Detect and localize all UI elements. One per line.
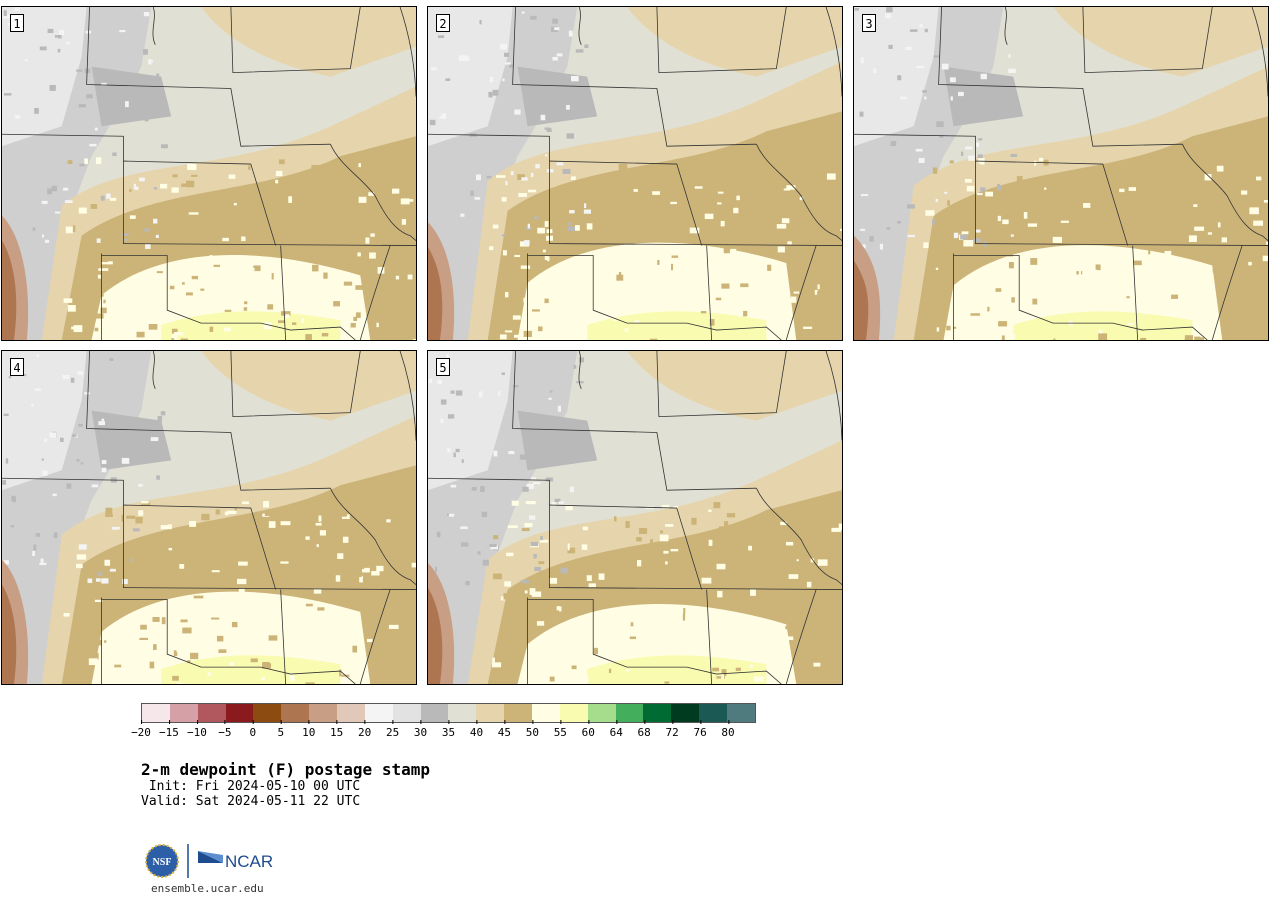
colorbar-tick-label: 0	[250, 720, 256, 739]
colorbar-segment	[225, 704, 254, 722]
colorbar-tick-label: 72	[666, 720, 679, 739]
colorbar-tick-label: −5	[218, 720, 231, 739]
colorbar-segment	[699, 704, 728, 722]
dewpoint-map	[854, 7, 1268, 340]
figure-title: 2-m dewpoint (F) postage stamp	[141, 760, 430, 779]
dewpoint-map	[2, 351, 416, 684]
colorbar-tick-label: 20	[358, 720, 371, 739]
colorbar-segment	[309, 704, 338, 722]
panel-label: 4	[10, 358, 24, 376]
colorbar-segment	[532, 704, 560, 722]
colorbar-tick-label: 68	[638, 720, 651, 739]
colorbar-tick-label: 55	[554, 720, 567, 739]
colorbar-tick-label: 25	[386, 720, 399, 739]
map-panel[interactable]: 3	[853, 6, 1269, 341]
nsf-logo-icon	[146, 845, 178, 877]
colorbar-segment	[448, 704, 477, 722]
colorbar-tick-label: 30	[414, 720, 427, 739]
colorbar-segment	[504, 704, 533, 722]
colorbar	[141, 703, 756, 723]
colorbar-tick-label: −10	[187, 720, 207, 739]
dewpoint-map	[428, 351, 842, 684]
colorbar-segment	[727, 704, 755, 722]
colorbar-segment	[253, 704, 282, 722]
colorbar-tick-label: 35	[442, 720, 455, 739]
colorbar-ticks: −20 −15 −10 −5 0 5 10 15 20 25 30 35 40 45 50 55 60 64 68 7…	[131, 720, 756, 742]
init-time: Init: Fri 2024-05-10 00 UTC	[141, 779, 361, 794]
map-panel[interactable]: 5	[427, 350, 843, 685]
colorbar-segment	[671, 704, 700, 722]
colorbar-segment	[476, 704, 505, 722]
colorbar-tick-label: 15	[330, 720, 343, 739]
colorbar-segment	[197, 704, 226, 722]
panel-label: 5	[436, 358, 450, 376]
colorbar-tick-label: 45	[498, 720, 511, 739]
map-panel[interactable]: 4	[1, 350, 417, 685]
map-panel[interactable]: 2	[427, 6, 843, 341]
colorbar-segment	[364, 704, 393, 722]
site-url: ensemble.ucar.edu	[151, 882, 264, 895]
colorbar-segment	[337, 704, 365, 722]
colorbar-tick-label: 40	[470, 720, 483, 739]
panel-label: 3	[862, 14, 876, 32]
colorbar-segment	[559, 704, 588, 722]
colorbar-tick-label: 10	[302, 720, 315, 739]
svg-text:NSF: NSF	[153, 857, 172, 868]
valid-time: Valid: Sat 2024-05-11 22 UTC	[141, 794, 361, 809]
panel-label: 2	[436, 14, 450, 32]
colorbar-segment	[281, 704, 310, 722]
colorbar-tick-label: 80	[721, 720, 735, 739]
colorbar-segment	[643, 704, 672, 722]
colorbar-segment	[392, 704, 421, 722]
colorbar-segment	[587, 704, 616, 722]
colorbar-tick-label: 76	[693, 720, 707, 739]
colorbar-tick-label: 5	[277, 720, 284, 739]
colorbar-tick-label: −20	[131, 720, 151, 739]
dewpoint-map	[2, 7, 416, 340]
colorbar-segment	[615, 704, 644, 722]
svg-text:NCAR: NCAR	[225, 852, 273, 871]
colorbar-segment	[420, 704, 449, 722]
colorbar-tick-label: 50	[526, 720, 539, 739]
colorbar-tick-label: 64	[610, 720, 623, 739]
dewpoint-map	[428, 7, 842, 340]
colorbar-tick-label: 60	[582, 720, 595, 739]
colorbar-tick-label: −15	[159, 720, 179, 739]
map-panel[interactable]: 1	[1, 6, 417, 341]
nsf-ncar-logo: NSF NCAR	[145, 844, 273, 878]
colorbar-segment	[169, 704, 198, 722]
panel-label: 1	[10, 14, 24, 32]
colorbar-segment	[142, 704, 170, 722]
